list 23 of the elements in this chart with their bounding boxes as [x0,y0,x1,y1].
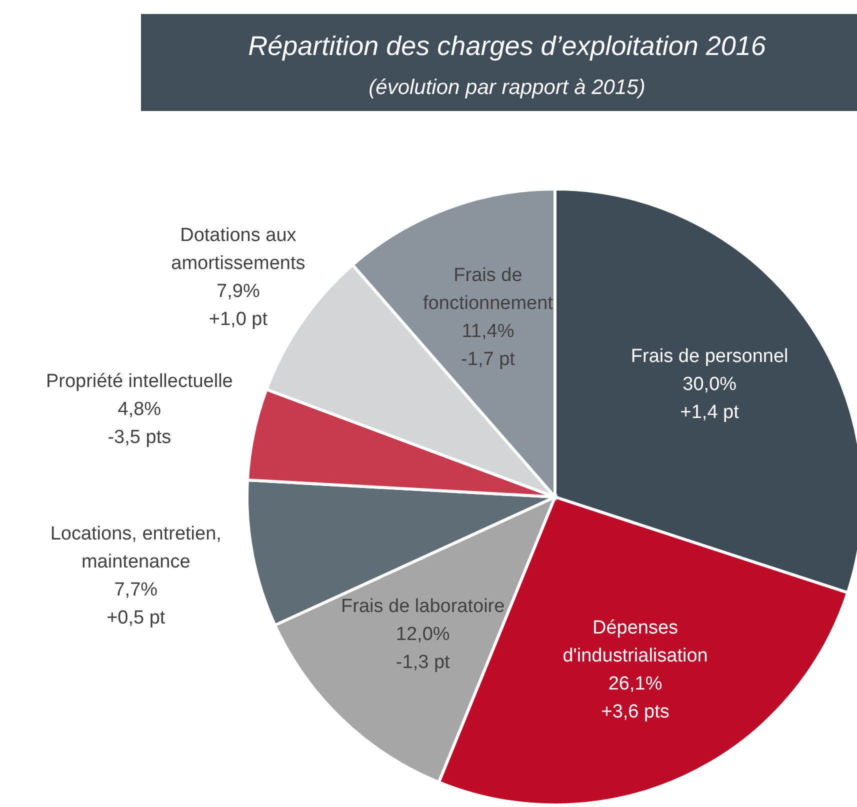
slice-label: Frais de personnel [630,346,788,367]
data-label: 12,0% [396,624,450,645]
data-label: 30,0% [682,374,737,395]
data-label: 26,1% [608,673,662,694]
text: -1,3 pt [396,652,451,673]
data-label: 7,9% [216,280,260,302]
text: +3,6 pts [601,701,670,722]
text: -3,5 pts [108,427,172,448]
data-label: 11,4% [462,321,514,342]
data-label: 7,7% [114,579,158,600]
slice-label: Dotations aux amortissements [171,224,306,274]
text: +0,5 pt [106,607,166,628]
slice-label: Frais de fonctionnement [423,265,554,314]
slice-label: Frais de laboratoire [341,596,505,617]
text: +1,0 pt [208,308,268,330]
slice-label: Locations, entretien, maintenance [50,523,222,572]
data-label: 4,8% [118,399,162,420]
text: +1,4 pt [680,402,740,423]
slice-label: Dépenses d'industrialisation [562,617,708,666]
text: -1,7 pt [461,349,516,370]
slice-label: Propriété intellectuelle [46,371,233,392]
chart-title: Répartition des charges d’exploitation 2016 [248,31,767,61]
chart-subtitle: (évolution par rapport à 2015) [368,76,646,99]
